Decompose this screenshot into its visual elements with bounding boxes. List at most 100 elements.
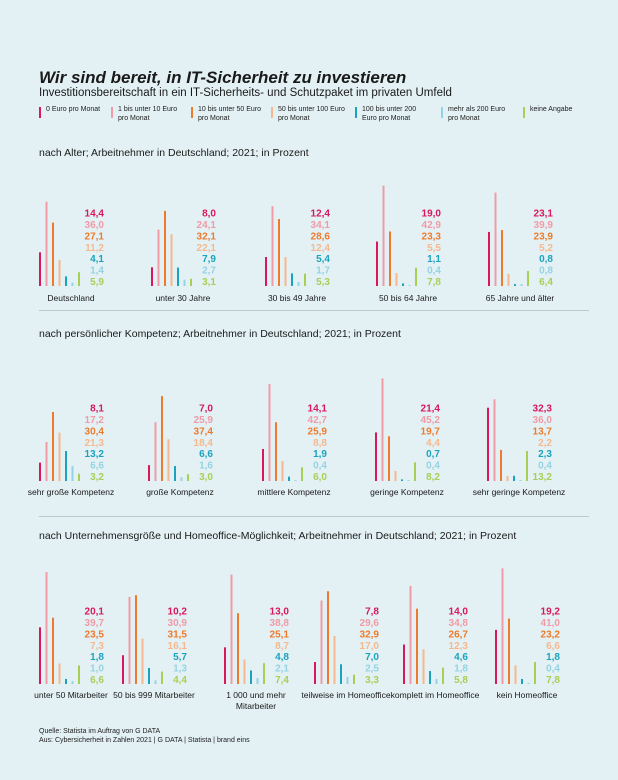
data-label: 0,8 — [539, 254, 553, 265]
data-label: 13,0 — [270, 607, 290, 618]
data-label: 3,1 — [202, 277, 216, 288]
legend-item: 1 bis unter 10 Euro pro Monat — [111, 106, 186, 123]
data-label: 7,0 — [365, 652, 379, 663]
bar — [514, 665, 517, 684]
category-label: geringe Kompetenz — [370, 487, 444, 497]
bar — [514, 284, 516, 286]
data-label: 19,7 — [421, 426, 441, 437]
bar — [521, 678, 523, 684]
data-label: 31,5 — [168, 629, 188, 640]
bar — [135, 595, 137, 684]
data-label: 38,8 — [270, 618, 290, 629]
category-label: Deutschland — [47, 293, 95, 303]
bar — [65, 678, 67, 684]
bar — [527, 271, 529, 286]
bar — [122, 655, 124, 684]
data-label: 17,0 — [360, 641, 380, 652]
bar — [291, 273, 293, 286]
legend: 0 Euro pro Monat 1 bis unter 10 Euro pro … — [39, 106, 599, 132]
data-label: 4,4 — [173, 675, 187, 686]
category-label: mittlere Kompetenz — [257, 487, 331, 497]
data-label: 0,4 — [546, 664, 560, 675]
data-label: 7,0 — [199, 404, 213, 415]
bar — [435, 678, 438, 684]
data-label: 1,8 — [90, 652, 104, 663]
bar — [250, 670, 252, 684]
bar — [174, 466, 176, 481]
bar — [58, 432, 61, 481]
bar — [493, 399, 496, 481]
data-label: 5,8 — [454, 675, 468, 686]
data-label: 5,3 — [316, 277, 330, 288]
data-label: 11,2 — [85, 243, 104, 254]
bar — [230, 574, 233, 684]
bar — [301, 467, 303, 481]
data-label: 12,4 — [311, 209, 331, 220]
bar — [256, 678, 259, 684]
bar — [154, 680, 157, 684]
data-label: 7,8 — [427, 277, 441, 288]
bar — [526, 451, 528, 481]
legend-swatch — [39, 107, 41, 118]
data-label: 2,1 — [275, 664, 289, 675]
data-label: 27,1 — [85, 231, 105, 242]
bar — [297, 282, 300, 286]
data-label: 23,9 — [534, 231, 554, 242]
data-label: 6,6 — [199, 449, 213, 460]
data-label: 39,9 — [534, 220, 554, 231]
bar — [487, 407, 489, 481]
data-label: 2,5 — [365, 664, 379, 675]
data-label: 19,2 — [541, 607, 561, 618]
data-label: 41,0 — [541, 618, 561, 629]
category-label: unter 50 Mitarbeiter — [34, 690, 108, 700]
bar — [314, 662, 316, 684]
bar — [442, 667, 444, 684]
bar — [157, 229, 160, 286]
data-label: 1,8 — [546, 652, 560, 663]
data-label: 0,7 — [426, 449, 440, 460]
bar — [389, 231, 391, 286]
bar — [353, 674, 355, 684]
data-label: 23,5 — [85, 629, 105, 640]
data-label: 20,1 — [85, 607, 105, 618]
bar — [304, 273, 306, 286]
bar — [382, 185, 385, 286]
data-label: 16,1 — [168, 641, 188, 652]
bar — [58, 259, 61, 286]
legend-swatch — [355, 107, 357, 118]
data-label: 22,1 — [197, 243, 217, 254]
bar — [416, 608, 418, 684]
data-label: 1,3 — [173, 664, 187, 675]
data-label: 7,9 — [202, 254, 216, 265]
data-label: 39,7 — [85, 618, 105, 629]
legend-label: 1 bis unter 10 Euro pro Monat — [118, 106, 178, 122]
legend-item: 50 bis unter 100 Euro pro Monat — [271, 106, 346, 123]
bar — [402, 283, 404, 286]
data-label: 7,8 — [365, 607, 379, 618]
data-label: 34,8 — [449, 618, 469, 629]
bar — [488, 231, 490, 286]
data-label: 6,6 — [90, 461, 104, 472]
legend-label: 50 bis unter 100 Euro pro Monat — [278, 106, 345, 122]
category-label: teilweise im Homeoffice — [301, 690, 391, 700]
legend-label: mehr als 200 Euro pro Monat — [448, 106, 506, 122]
legend-swatch — [441, 107, 443, 118]
bar — [294, 480, 297, 481]
data-label: 19,0 — [422, 209, 442, 220]
bar — [71, 282, 74, 286]
bar — [375, 432, 377, 481]
bar — [395, 273, 398, 286]
data-label: 32,3 — [533, 404, 553, 415]
bar — [78, 473, 80, 481]
category-label: große Kompetenz — [146, 487, 214, 497]
data-label: 6,4 — [539, 277, 553, 288]
bar — [52, 411, 54, 481]
data-label: 45,2 — [421, 415, 441, 426]
category-label: komplett im Homeoffice — [390, 690, 480, 700]
bar — [422, 649, 425, 684]
bar — [284, 256, 287, 286]
bar — [262, 448, 264, 481]
bar — [501, 568, 504, 684]
bar — [71, 681, 74, 684]
bar — [148, 667, 150, 684]
